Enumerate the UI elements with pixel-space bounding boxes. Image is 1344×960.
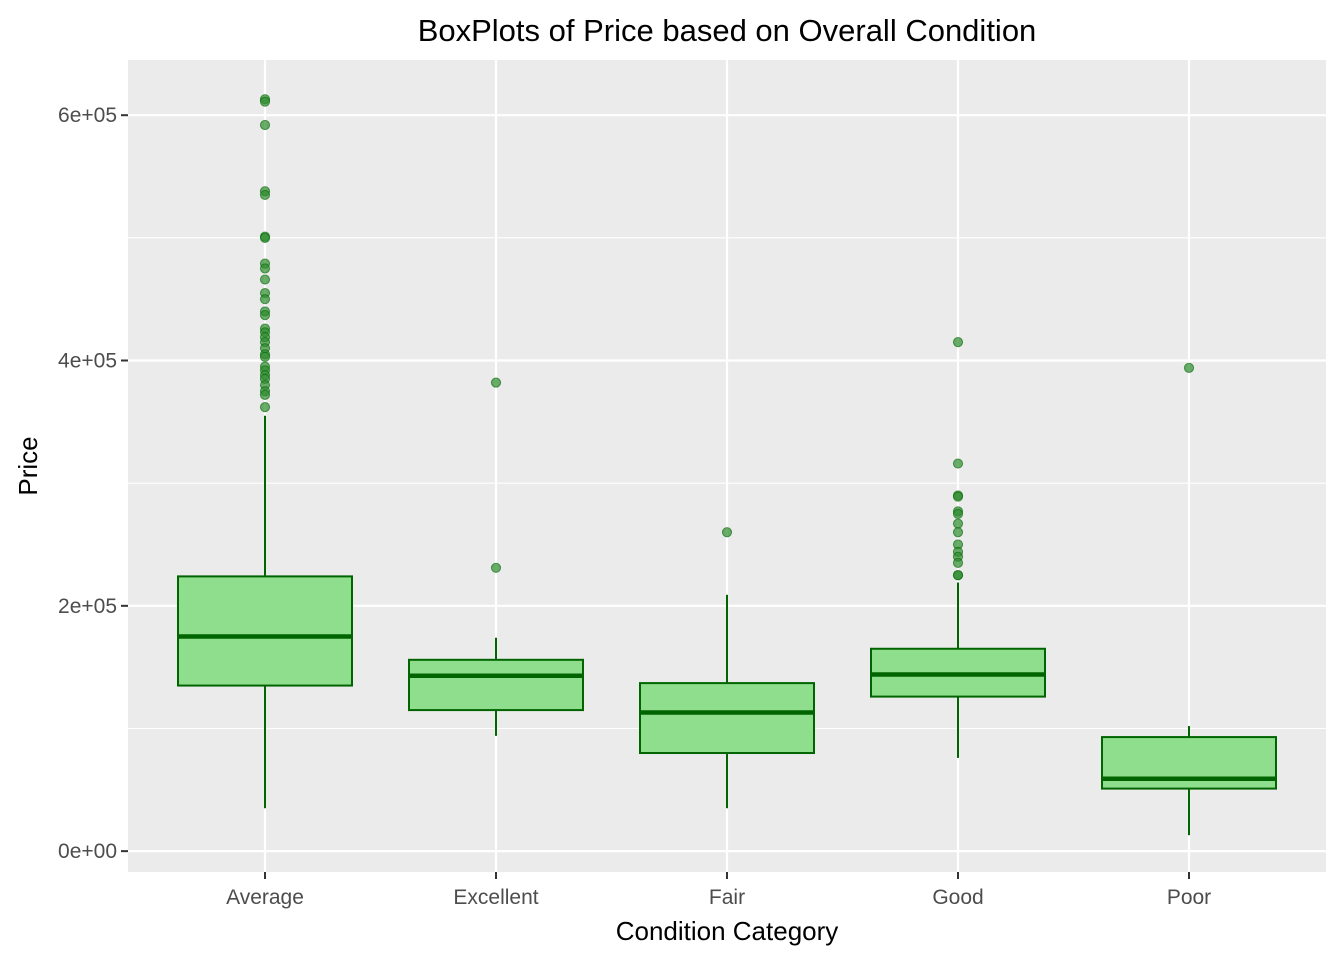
outlier-point [259,294,271,305]
y-tick-label: 4e+05 [58,350,117,373]
outlier-point [952,337,964,348]
x-axis-title: Condition Category [616,916,839,946]
outlier-point [259,402,271,413]
outlier-point [721,527,733,538]
outlier-point [952,570,964,581]
axes: 0e+00 2e+05 4e+05 6e+05 Average Excellent Fair… [58,104,1211,909]
x-tick-label: Poor [1167,886,1211,909]
y-tick-label: 2e+05 [58,595,117,618]
boxplot-series [177,94,1277,836]
x-tick-label: Excellent [453,886,538,909]
outlier-point [490,562,502,573]
x-tick-label: Average [226,886,304,909]
outlier-point [952,491,964,502]
outlier-point [259,274,271,285]
box-excellent [408,377,584,736]
box-poor [1101,362,1277,836]
outlier-point [259,310,271,321]
outlier-point [259,119,271,131]
outlier-point [259,189,271,201]
chart-title: BoxPlots of Price based on Overall Condi… [418,13,1037,48]
outlier-point [952,557,964,569]
box-average [177,94,353,809]
outlier-point [259,389,271,400]
box-good [870,337,1046,758]
outlier-point [952,527,964,538]
iqr-box [639,682,815,755]
outlier-point [952,458,964,469]
outlier-point [952,508,964,519]
x-tick-label: Good [932,886,983,909]
outlier-point [259,96,271,107]
iqr-box [177,575,353,687]
outlier-point [490,377,502,388]
outlier-point [952,518,964,529]
y-axis-title: Price [13,436,43,495]
box-fair [639,527,815,809]
outlier-point [1183,362,1195,373]
x-tick-label: Fair [709,886,745,909]
outlier-point [259,351,271,362]
outlier-point [259,263,271,274]
y-tick-label: 0e+00 [58,840,117,863]
outlier-point [259,232,271,243]
iqr-box [408,658,584,712]
y-tick-label: 6e+05 [58,104,117,127]
